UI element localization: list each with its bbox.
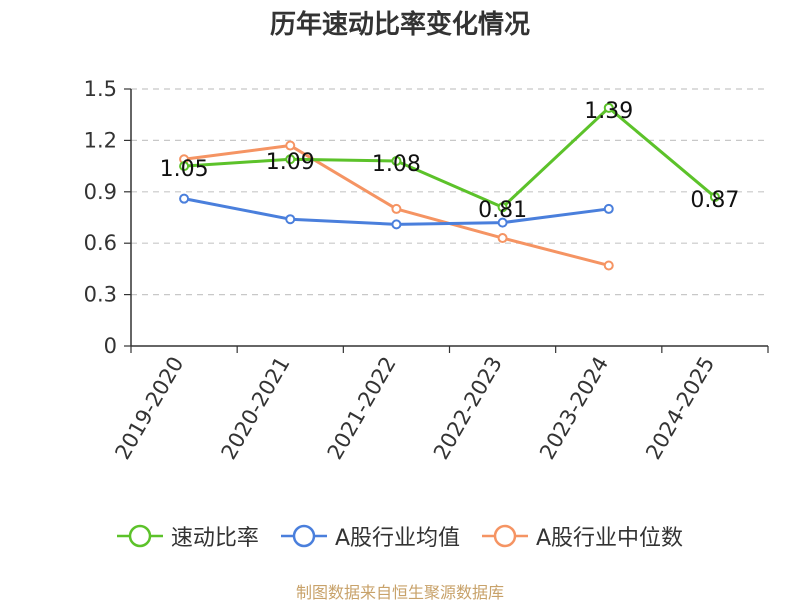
source-note: 制图数据来自恒生聚源数据库 [295, 583, 504, 602]
data-point [497, 217, 508, 228]
data-point [179, 193, 190, 204]
y-tick-label: 0.3 [84, 283, 117, 307]
x-tick-label: 2020-2021 [217, 353, 295, 464]
legend-label: A股行业均值 [334, 526, 460, 551]
data-label: 0.81 [478, 198, 527, 223]
data-point [285, 214, 296, 225]
x-tick-label: 2019-2020 [110, 353, 188, 464]
series-line [183, 106, 716, 209]
y-tick-label: 1.5 [84, 77, 117, 101]
data-point [391, 155, 402, 166]
legend-label: A股行业中位数 [536, 526, 684, 551]
data-point [391, 203, 402, 214]
legend-item-quick-ratio[interactable]: 速动比率 [116, 520, 259, 552]
data-point [179, 161, 190, 172]
data-point [603, 203, 614, 214]
data-point [391, 219, 402, 230]
legend-item-industry-mean[interactable]: A股行业均值 [280, 520, 460, 552]
data-point [285, 140, 296, 151]
data-label: 1.08 [372, 152, 421, 177]
data-label: 1.09 [266, 150, 315, 175]
data-point [603, 102, 614, 113]
line-chart: 0 0.3 0.6 0.9 1.2 1.5 2019-2020 2020-2021 2021-2… [84, 77, 769, 464]
data-point [497, 202, 508, 213]
legend-item-industry-median[interactable]: A股行业中位数 [482, 520, 683, 552]
x-tick-label: 2023-2024 [535, 353, 613, 464]
data-point [709, 191, 720, 202]
data-point [603, 260, 614, 271]
legend-swatch-icon [116, 524, 163, 548]
data-label: 0.87 [690, 188, 739, 213]
x-tick-label: 2024-2025 [641, 353, 719, 464]
legend-label: 速动比率 [170, 526, 259, 551]
data-label: 1.39 [584, 99, 633, 124]
legend: 速动比率 A股行业均值 A股行业中位数 [0, 520, 800, 552]
y-tick-label: 1.2 [84, 128, 117, 152]
y-tick-label: 0 [104, 334, 117, 358]
data-point [497, 233, 508, 244]
chart-title: 历年速动比率变化情况 [269, 10, 530, 40]
x-tick-label: 2022-2023 [429, 353, 507, 464]
data-point [285, 154, 296, 165]
legend-swatch-icon [280, 524, 327, 548]
data-label: 1.05 [160, 157, 209, 182]
x-tick-label: 2021-2022 [323, 353, 401, 464]
legend-swatch-icon [482, 524, 528, 548]
y-tick-label: 0.6 [84, 231, 117, 255]
y-tick-label: 0.9 [84, 180, 117, 204]
